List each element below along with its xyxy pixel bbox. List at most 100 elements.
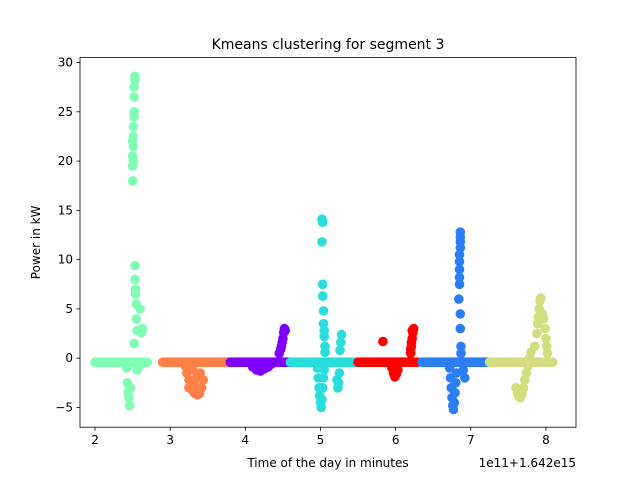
data-point	[406, 337, 417, 348]
data-point	[541, 341, 552, 352]
data-point	[538, 314, 549, 324]
x-tick-label: 4	[242, 433, 250, 447]
x-tick-label: 7	[467, 433, 475, 447]
data-point	[125, 383, 136, 393]
data-point	[454, 249, 465, 260]
data-point	[455, 323, 466, 334]
data-point	[127, 136, 138, 147]
data-point	[333, 383, 343, 393]
data-point	[127, 176, 138, 186]
cluster-5	[417, 227, 495, 415]
y-axis-title: Power in kW	[29, 205, 43, 279]
data-point	[317, 279, 328, 290]
data-point	[135, 304, 145, 314]
data-point	[193, 383, 204, 393]
data-point	[456, 348, 466, 359]
chart-title: Kmeans clustering for segment 3	[212, 37, 445, 53]
data-point	[266, 359, 277, 369]
data-point	[393, 365, 403, 375]
data-point	[336, 329, 347, 340]
data-point	[535, 293, 546, 303]
data-point	[319, 331, 330, 342]
data-point	[542, 348, 553, 359]
data-point	[454, 279, 465, 290]
data-point	[129, 92, 139, 102]
cluster-4	[353, 323, 423, 382]
x-tick-label: 5	[317, 433, 325, 447]
y-tick-label: 15	[58, 203, 73, 217]
data-point	[124, 400, 135, 411]
data-point	[456, 341, 466, 352]
data-point	[128, 156, 139, 166]
data-point	[128, 121, 139, 132]
data-point	[124, 392, 134, 403]
data-point	[332, 375, 342, 385]
x-tick-label: 6	[392, 433, 400, 447]
data-point	[317, 383, 328, 393]
data-point	[540, 323, 550, 334]
data-point	[129, 107, 139, 117]
data-point	[275, 344, 286, 355]
data-point	[318, 318, 329, 329]
data-point	[518, 383, 529, 393]
data-point	[450, 387, 460, 398]
data-point	[455, 309, 466, 319]
data-point	[129, 338, 139, 349]
data-point	[198, 375, 208, 385]
data-point	[121, 363, 132, 373]
data-point	[318, 373, 329, 383]
data-point	[335, 345, 345, 356]
y-tick-label: −5	[55, 400, 73, 414]
plot-frame	[79, 57, 577, 428]
data-point	[449, 397, 460, 408]
data-point	[133, 362, 144, 372]
data-point	[317, 217, 328, 227]
data-point	[317, 237, 327, 247]
y-tick-label: 10	[58, 253, 73, 267]
data-point	[142, 357, 153, 368]
data-point	[523, 361, 533, 371]
x-tick-label: 3	[166, 433, 174, 447]
data-point	[320, 347, 330, 358]
data-point	[378, 336, 388, 347]
y-tick-label: 0	[65, 351, 73, 365]
data-point	[336, 337, 346, 348]
data-point	[454, 256, 465, 267]
data-point	[454, 264, 465, 275]
x-tick-label: 8	[542, 433, 550, 447]
y-tick-label: 25	[58, 105, 73, 119]
data-point	[136, 327, 147, 338]
data-point	[319, 365, 330, 375]
cluster-3	[285, 214, 363, 413]
data-point	[405, 344, 416, 355]
data-point	[532, 328, 542, 339]
data-point	[130, 260, 140, 271]
y-tick-label: 20	[58, 154, 73, 168]
x-axis-title: Time of the day in minutes	[246, 456, 408, 470]
data-point	[318, 306, 329, 316]
data-point	[316, 402, 327, 413]
cluster-6	[484, 293, 558, 403]
data-point	[529, 341, 540, 352]
data-point	[541, 333, 551, 344]
data-point	[131, 314, 142, 324]
data-point	[444, 363, 455, 373]
data-point	[280, 325, 291, 336]
y-tick-label: 5	[65, 302, 73, 316]
data-point	[130, 289, 141, 299]
data-point	[317, 291, 328, 301]
y-tick-label: 30	[58, 56, 73, 70]
data-point	[451, 378, 461, 388]
ticks-layer: 2 3 4 5 6 7 8 −5 0 5 10 15 20 25 30	[55, 56, 549, 448]
data-point	[187, 365, 198, 375]
data-point	[454, 272, 465, 283]
cluster-0	[90, 71, 153, 411]
data-point	[458, 365, 469, 375]
x-tick-label: 2	[91, 433, 99, 447]
x-offset-label: 1e11+1.642e15	[479, 456, 576, 470]
data-point	[547, 357, 558, 368]
data-point	[317, 394, 327, 405]
data-point	[460, 373, 470, 383]
data-point	[454, 294, 464, 304]
